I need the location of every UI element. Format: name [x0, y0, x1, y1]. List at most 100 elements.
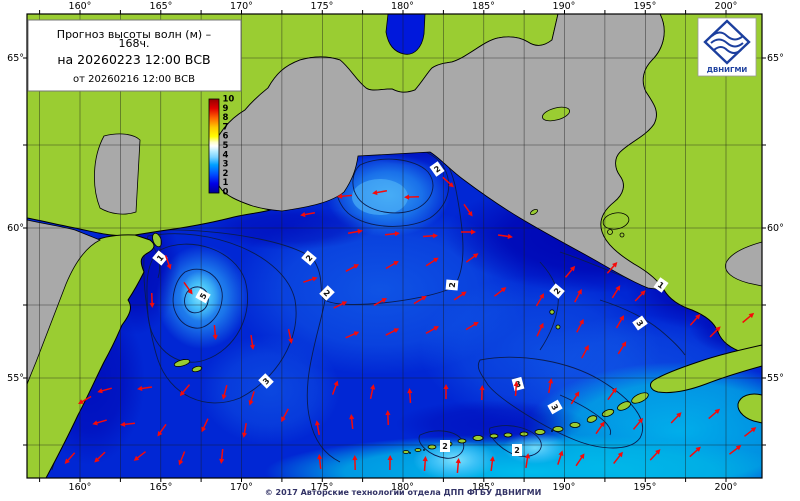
title-line3: на 20260223 12:00 ВСВ	[57, 52, 210, 67]
wave-arrow	[607, 387, 617, 401]
colorbar-tick: 6	[223, 132, 229, 142]
svg-text:2: 2	[304, 253, 314, 263]
wave-arrow	[137, 385, 153, 391]
lon-label-bottom: 170°	[230, 482, 253, 493]
lat-label-right: 65°	[767, 53, 784, 64]
colorbar-tick: 5	[223, 141, 229, 151]
logo: ДВНИГМИ	[697, 17, 757, 77]
ice-gulf	[94, 133, 141, 215]
contour-value-label: 2	[319, 285, 335, 301]
wave-arrow	[606, 262, 618, 274]
wave-arrow	[455, 458, 461, 474]
contour-value-label: 1	[653, 277, 669, 293]
logo-text: ДВНИГМИ	[707, 66, 748, 74]
wave-arrow	[314, 420, 321, 436]
wave-arrow	[425, 257, 439, 267]
axis-labels: 160°160°165°165°170°170°175°175°180°180°…	[7, 1, 784, 493]
svg-text:3: 3	[549, 403, 560, 412]
svg-text:2: 2	[432, 164, 442, 175]
wave-arrow	[369, 384, 376, 400]
wave-arrow	[536, 322, 544, 337]
wave-arrow	[345, 331, 360, 339]
wave-arrow	[385, 328, 400, 336]
logo-waves-icon	[710, 31, 744, 54]
contour-value-label: 2	[301, 250, 317, 266]
axis-ticks	[23, 10, 766, 482]
contour-value-label: 2	[440, 440, 450, 452]
lon-label-top: 200°	[715, 1, 738, 12]
svg-text:3: 3	[261, 376, 271, 386]
sea-anadyr-liman	[385, 13, 426, 55]
svg-text:1: 1	[656, 280, 666, 291]
lon-label-bottom: 195°	[634, 482, 657, 493]
wave-arrow	[133, 451, 146, 461]
colorbar-tick: 2	[223, 169, 229, 179]
wave-arrow	[557, 450, 564, 465]
wave-arrow	[281, 408, 289, 423]
lat-label-left: 65°	[7, 53, 24, 64]
wave-arrow	[595, 421, 605, 435]
wave-arrow	[352, 455, 358, 471]
title-line2: 168ч.	[119, 37, 150, 50]
lon-label-top: 175°	[311, 1, 334, 12]
lat-label-right: 55°	[767, 373, 784, 384]
lon-label-bottom: 185°	[472, 482, 495, 493]
wave-arrow	[413, 295, 427, 305]
lon-label-top: 190°	[553, 1, 576, 12]
title-box: Прогноз высоты волн (м) – 168ч. на 20260…	[27, 19, 242, 92]
colorbar-gradient	[208, 98, 220, 194]
wave-arrow	[422, 233, 438, 239]
wave-arrow	[303, 276, 318, 283]
colorbar-tick: 10	[223, 95, 235, 105]
svg-text:3: 3	[634, 318, 645, 328]
copyright: © 2017 Авторские технологии отдела ДПП Ф…	[265, 488, 542, 497]
wave-arrow	[547, 378, 554, 394]
title-line4: от 20260216 12:00 ВСВ	[73, 74, 195, 85]
wave-arrow	[97, 387, 112, 394]
wave-arrow	[372, 189, 388, 196]
colorbar-tick: 1	[223, 178, 229, 188]
wave-arrow	[613, 451, 623, 464]
land-alaska-peninsula	[650, 344, 763, 393]
wave-arrow	[337, 193, 353, 199]
wave-arrow	[347, 228, 363, 235]
lon-label-top: 180°	[391, 1, 414, 12]
wave-arrow	[513, 381, 519, 397]
sea-patch	[413, 440, 497, 478]
wave-arrow	[615, 315, 624, 329]
wave-arrow	[183, 281, 193, 295]
wave-arrow	[373, 298, 387, 307]
lat-label-left: 55°	[7, 373, 24, 384]
wave-arrow	[157, 423, 167, 437]
wave-arrow	[461, 229, 476, 235]
wave-arrow	[493, 287, 507, 297]
wave-direction-arrows	[64, 176, 757, 474]
wave-arrow	[479, 385, 485, 401]
colorbar-tick: 0	[223, 188, 229, 198]
wave-arrow	[149, 292, 155, 308]
wave-arrow	[248, 391, 255, 406]
wave-arrow	[384, 231, 400, 237]
wave-arrow	[64, 452, 76, 464]
wave-arrow	[689, 314, 701, 326]
colorbar-tick: 3	[223, 160, 229, 170]
wave-arrow	[709, 326, 721, 338]
wave-arrow	[564, 265, 576, 278]
wave-arrow	[463, 203, 473, 217]
wave-arrow	[728, 445, 742, 455]
wave-arrow	[581, 344, 589, 359]
wave-arrow	[201, 418, 209, 433]
wave-arrow	[345, 264, 360, 272]
contour-value-label: 3	[258, 373, 274, 389]
svg-text:2: 2	[448, 282, 457, 288]
wave-arrow	[575, 453, 585, 467]
wave-arrow	[241, 422, 248, 438]
wave-arrow	[179, 384, 191, 397]
wave-arrow	[178, 451, 186, 466]
colorbar-tick: 4	[223, 150, 229, 160]
lon-label-top: 160°	[69, 1, 92, 12]
wave-arrow	[92, 419, 107, 426]
